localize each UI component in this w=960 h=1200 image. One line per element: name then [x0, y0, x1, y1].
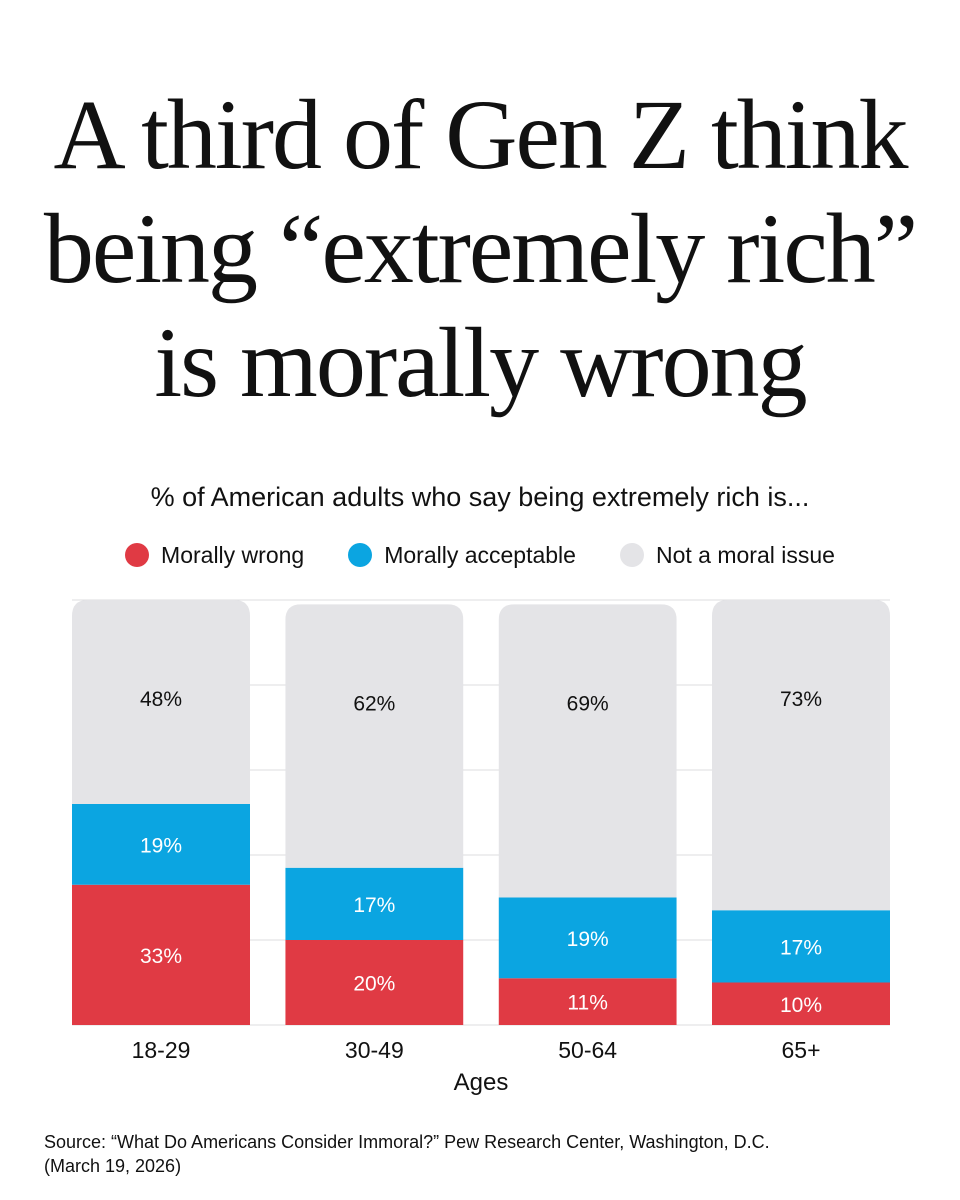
chart-title: A third of Gen Z think being “extremely …: [30, 78, 930, 420]
bar-segment-not-a-moral-issue: [712, 600, 890, 911]
bar-segment-not-a-moral-issue: [498, 604, 677, 898]
x-tick-label: 65+: [781, 1037, 820, 1063]
legend-swatch-not-a-moral-issue: [619, 543, 644, 567]
bar-segment-morally-acceptable: [498, 897, 677, 979]
title-line-1: A third of Gen Z think: [53, 79, 908, 190]
legend-swatch-morally-acceptable: [348, 543, 373, 567]
bar-group-65+: 10% 17% 73% 65+: [712, 600, 890, 1063]
data-label: 11%: [567, 992, 607, 1015]
data-label: 10%: [780, 994, 822, 1017]
title-line-2: being “extremely rich”: [43, 193, 918, 304]
data-label: 48%: [140, 688, 182, 711]
bar-group-30-49: 20% 17% 62% 30-49: [285, 604, 464, 1063]
title-line-3: is morally wrong: [154, 307, 807, 418]
bar-segment-morally-wrong: [712, 982, 890, 1025]
bar-segment-morally-wrong: [498, 978, 677, 1025]
bar-stack: [498, 604, 677, 1025]
legend: Morally wrong Morally acceptable Not a m…: [0, 537, 960, 573]
x-axis-label: Ages: [454, 1069, 509, 1096]
legend-item-not-a-moral-issue: Not a moral issue: [619, 537, 835, 573]
bar-segment-morally-acceptable: [72, 804, 250, 885]
data-label: 33%: [140, 945, 182, 968]
bar-group-50-64: 11% 19% 69% 50-64: [498, 604, 677, 1063]
x-tick-label: 30-49: [345, 1037, 404, 1063]
stacked-bar-chart: 33% 19% 48% 18-29 20% 17% 62% 30-49 11% 19% 69% 50-…: [72, 599, 890, 1096]
data-label: 62%: [353, 692, 395, 715]
bar-segment-not-a-moral-issue: [72, 600, 250, 804]
bar-stack: [712, 600, 890, 1025]
data-label: 20%: [353, 973, 395, 996]
bar-segment-morally-wrong: [285, 940, 464, 1025]
x-tick-label: 50-64: [558, 1037, 617, 1063]
legend-item-morally-wrong: Morally wrong: [125, 537, 304, 573]
data-label: 17%: [780, 936, 822, 959]
data-label: 73%: [780, 688, 822, 711]
source-note: Source: “What Do Americans Consider Immo…: [44, 1132, 770, 1176]
bar-group-18-29: 33% 19% 48% 18-29: [72, 600, 250, 1063]
chart-subtitle: % of American adults who say being extre…: [150, 482, 810, 512]
legend-label-not-a-moral-issue: Not a moral issue: [655, 542, 835, 568]
bar-stack: [72, 600, 250, 1025]
bar-segment-morally-acceptable: [285, 867, 464, 940]
data-label: 69%: [567, 692, 609, 715]
legend-label-morally-acceptable: Morally acceptable: [384, 542, 576, 568]
bar-segment-morally-wrong: [72, 884, 250, 1025]
bar-stack: [285, 604, 464, 1025]
data-label: 19%: [567, 928, 609, 951]
legend-label-morally-wrong: Morally wrong: [161, 542, 305, 568]
legend-swatch-morally-wrong: [125, 543, 150, 567]
x-tick-label: 18-29: [132, 1037, 191, 1063]
bar-segment-morally-acceptable: [712, 910, 890, 983]
data-label: 19%: [140, 834, 182, 857]
legend-item-morally-acceptable: Morally acceptable: [348, 537, 576, 573]
data-label: 17%: [353, 894, 395, 917]
bar-segment-not-a-moral-issue: [285, 604, 464, 868]
